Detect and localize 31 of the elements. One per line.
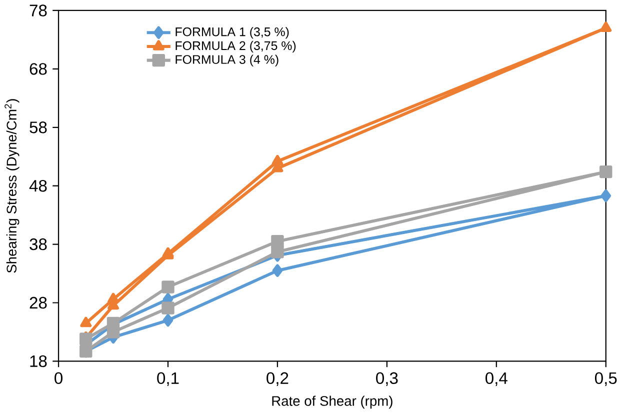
legend-label: FORMULA 2 (3,75 %): [176, 40, 296, 52]
x-axis-title: Rate of Shear (rpm): [272, 396, 392, 408]
y-tick-label: 48: [29, 180, 47, 192]
point: [600, 189, 612, 202]
y-tick-label: 68: [30, 62, 47, 75]
point: [162, 314, 174, 327]
x-tick-label: 0: [54, 372, 62, 384]
legend-label: FORMULA 1 (3,5 %): [176, 26, 289, 39]
x-tick-label: 0,3: [376, 372, 398, 386]
point: [108, 292, 119, 304]
y-tick-label: 38: [30, 238, 47, 250]
x-tick-label: 0,5: [594, 372, 617, 386]
point: [271, 234, 284, 248]
point: [162, 280, 174, 294]
y-tick-label: 58: [30, 121, 47, 134]
point: [80, 332, 92, 346]
y-axis-title: Shearing Stress (Dyne/Cm$^{2}$): [4, 99, 20, 273]
point: [600, 165, 612, 178]
x-tick-label: 0,1: [157, 372, 179, 386]
point: [80, 316, 92, 328]
legend-label: FORMULA 3 (4 %): [176, 54, 278, 66]
point: [600, 22, 612, 32]
x-tick-label: 0,2: [266, 372, 288, 386]
point: [162, 302, 174, 314]
point: [272, 264, 283, 277]
y-tick-label: 78: [30, 4, 47, 16]
point: [272, 154, 284, 166]
y-tick-label: 28: [30, 296, 47, 308]
x-tick-label: 0,4: [486, 372, 508, 386]
y-tick-label: 18: [30, 355, 47, 367]
point: [271, 245, 284, 258]
